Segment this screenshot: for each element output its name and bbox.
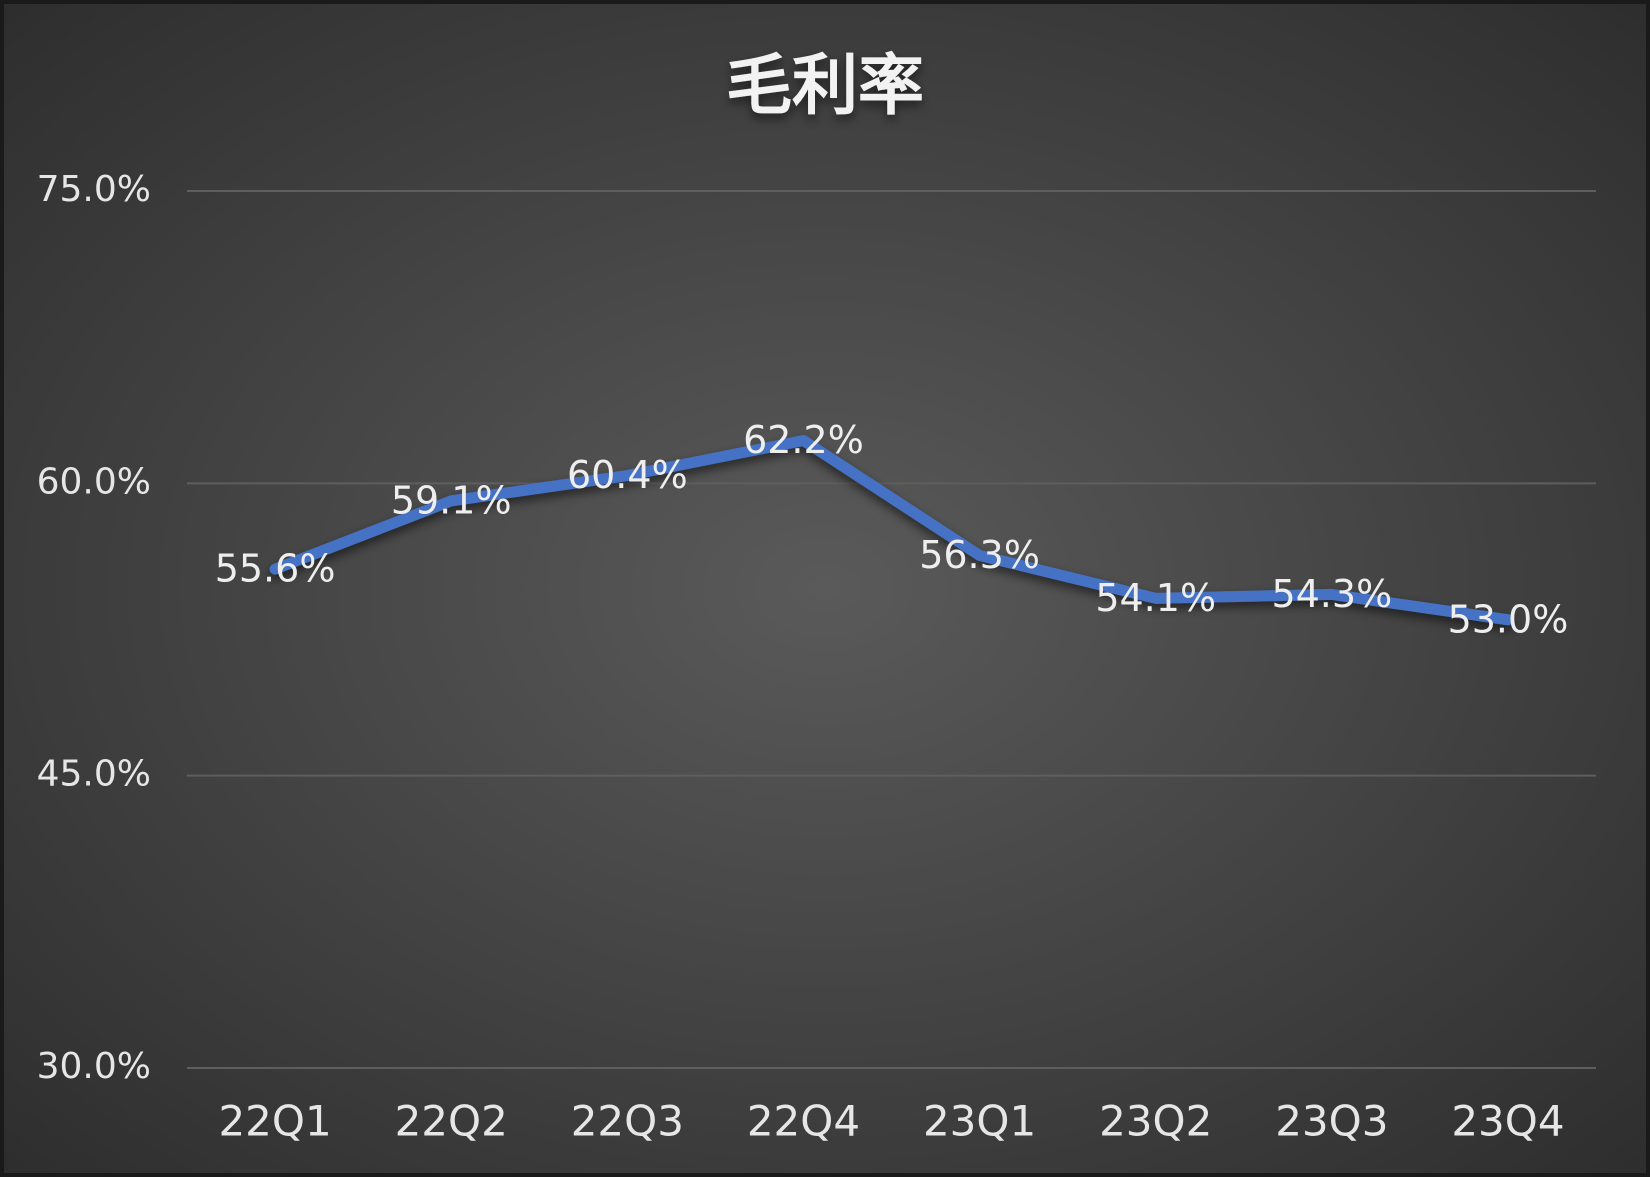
line — [269, 434, 1514, 626]
data-label: 56.3% — [919, 533, 1040, 577]
x-tick-label: 22Q3 — [571, 1097, 684, 1146]
x-tick-label: 23Q3 — [1275, 1097, 1388, 1146]
x-tick-label: 22Q4 — [747, 1097, 860, 1146]
y-tick-label: 75.0% — [37, 169, 151, 210]
y-tick-label: 30.0% — [37, 1046, 151, 1087]
x-tick-label: 23Q4 — [1451, 1097, 1564, 1146]
data-label: 55.6% — [215, 547, 336, 591]
data-label: 59.1% — [391, 478, 512, 522]
data-label: 53.0% — [1448, 597, 1569, 641]
data-label: 54.1% — [1095, 576, 1216, 620]
x-tick-label: 23Q1 — [923, 1097, 1036, 1146]
y-tick-label: 60.0% — [37, 461, 151, 502]
x-tick-label: 22Q1 — [218, 1097, 331, 1146]
data-label: 54.3% — [1271, 572, 1392, 616]
data-label: 60.4% — [567, 453, 688, 497]
chart-title: 毛利率 — [726, 47, 924, 124]
data-label: 62.2% — [743, 418, 864, 462]
y-tick-label: 45.0% — [37, 754, 151, 795]
x-tick-label: 23Q2 — [1099, 1097, 1212, 1146]
x-tick-label: 22Q2 — [395, 1097, 508, 1146]
